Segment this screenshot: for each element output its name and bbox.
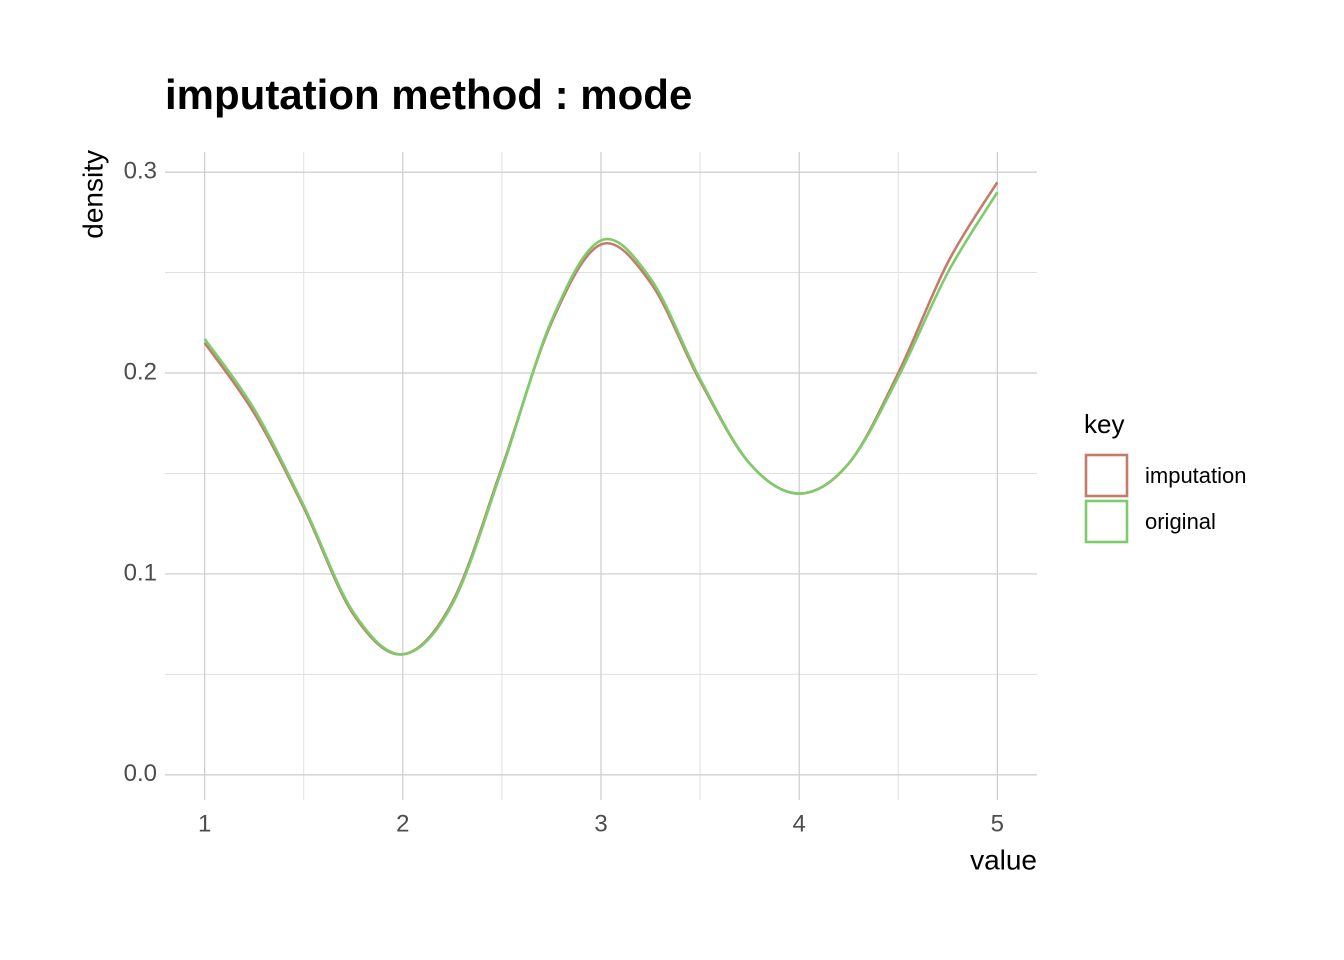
legend-title: key <box>1084 409 1124 439</box>
y-tick-label: 0.2 <box>124 358 157 385</box>
legend-label: imputation <box>1145 463 1247 488</box>
x-tick-label: 3 <box>594 810 607 837</box>
y-tick-label: 0.0 <box>124 760 157 787</box>
y-tick-label: 0.3 <box>124 157 157 184</box>
density-line <box>203 191 999 656</box>
legend-key <box>1084 453 1129 498</box>
x-tick-label: 2 <box>396 810 409 837</box>
x-axis-label: value <box>970 844 1037 875</box>
legend-label: original <box>1145 509 1216 534</box>
legend-key <box>1084 499 1129 544</box>
x-tick-label: 5 <box>991 810 1004 837</box>
x-tick-label: 1 <box>198 810 211 837</box>
chart-title: imputation method : mode <box>165 71 692 118</box>
x-tick-label: 4 <box>793 810 806 837</box>
y-axis-label: density <box>77 150 108 239</box>
y-tick-label: 0.1 <box>124 559 157 586</box>
